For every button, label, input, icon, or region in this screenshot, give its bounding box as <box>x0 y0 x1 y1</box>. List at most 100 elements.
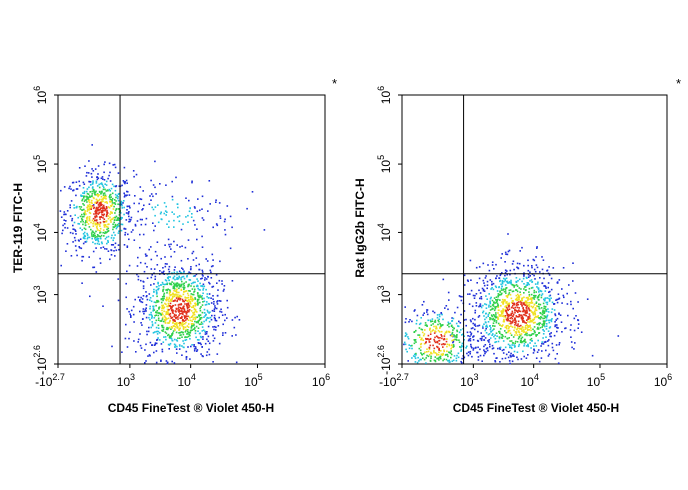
event-dot <box>495 314 497 316</box>
event-dot <box>216 295 219 297</box>
event-dot <box>506 270 508 272</box>
event-dot <box>117 193 120 195</box>
event-dot <box>536 247 538 249</box>
event-dot <box>541 268 544 271</box>
event-dot <box>442 346 444 348</box>
event-dot <box>513 268 515 271</box>
event-dot <box>448 359 451 362</box>
event-dot <box>201 326 204 328</box>
event-dot <box>506 314 509 316</box>
event-dot <box>202 275 204 277</box>
event-dot <box>179 327 181 329</box>
event-dot <box>208 180 211 182</box>
event-dot <box>570 324 572 326</box>
event-dot <box>134 195 136 197</box>
event-dot <box>511 312 514 314</box>
event-dot <box>586 298 589 300</box>
event-dot <box>495 320 498 322</box>
event-dot <box>488 341 490 343</box>
event-dot <box>494 306 496 308</box>
event-dot <box>507 327 510 330</box>
event-dot <box>507 324 509 327</box>
event-dot <box>81 255 83 258</box>
event-dot <box>483 350 486 353</box>
event-dot <box>426 313 429 316</box>
event-dot <box>557 298 560 300</box>
event-dot <box>426 325 428 327</box>
event-dot <box>505 318 508 321</box>
event-dot <box>530 334 533 336</box>
event-dot <box>416 361 419 364</box>
event-dot <box>86 210 89 212</box>
event-dot <box>185 304 188 307</box>
event-dot <box>443 335 446 337</box>
event-dot <box>514 311 516 314</box>
event-dot <box>163 212 166 215</box>
event-dot <box>492 282 495 285</box>
event-dot <box>60 189 62 192</box>
event-dot <box>188 271 190 273</box>
event-dot <box>506 253 509 256</box>
event-dot <box>144 253 147 255</box>
event-dot <box>151 321 153 323</box>
event-dot <box>193 324 195 327</box>
event-dot <box>151 274 153 276</box>
event-dot <box>198 288 200 291</box>
event-dot <box>183 310 186 312</box>
event-dot <box>556 353 558 355</box>
event-dot <box>494 325 496 327</box>
event-dot <box>469 350 472 353</box>
event-dot <box>233 326 236 329</box>
event-dot <box>133 239 136 241</box>
event-dot <box>530 279 533 281</box>
event-dot <box>211 309 214 312</box>
event-dot <box>496 299 498 302</box>
event-dot <box>155 361 158 364</box>
event-dot <box>86 171 88 174</box>
event-dot <box>535 315 537 318</box>
event-dot <box>507 315 509 318</box>
event-dot <box>175 176 177 179</box>
event-dot <box>523 303 526 306</box>
event-dot <box>508 292 511 294</box>
event-dot <box>510 334 513 336</box>
event-dot <box>142 190 144 192</box>
event-dot <box>161 348 164 351</box>
event-dot <box>97 237 100 240</box>
event-dot <box>162 326 165 329</box>
event-dot <box>87 200 90 202</box>
event-dot <box>166 223 168 225</box>
event-dot <box>461 357 463 360</box>
event-dot <box>510 316 513 319</box>
event-dot <box>495 286 498 289</box>
event-dot <box>493 268 495 270</box>
event-dot <box>148 248 150 251</box>
event-dot <box>91 176 93 178</box>
event-dot <box>190 310 193 312</box>
event-dot <box>201 323 204 325</box>
event-dot <box>141 218 143 221</box>
event-dot <box>415 354 417 356</box>
event-dot <box>548 339 550 341</box>
event-dot <box>94 242 96 245</box>
event-dot <box>173 269 176 271</box>
event-dot <box>516 341 519 343</box>
event-dot <box>113 163 116 166</box>
event-dot <box>177 294 179 296</box>
event-dot <box>403 343 405 346</box>
event-dot <box>503 320 505 322</box>
event-dot <box>109 216 111 219</box>
event-dot <box>518 299 520 301</box>
event-dot <box>151 314 153 317</box>
event-dot <box>164 263 167 265</box>
event-dot <box>548 295 551 297</box>
event-dot <box>439 337 441 339</box>
event-dot <box>577 319 579 321</box>
event-dot <box>510 283 513 285</box>
event-dot <box>438 359 440 361</box>
event-dot <box>135 173 138 176</box>
event-dot <box>199 317 201 319</box>
event-dot <box>554 325 556 328</box>
event-dot <box>100 234 103 237</box>
event-dot <box>477 325 479 327</box>
